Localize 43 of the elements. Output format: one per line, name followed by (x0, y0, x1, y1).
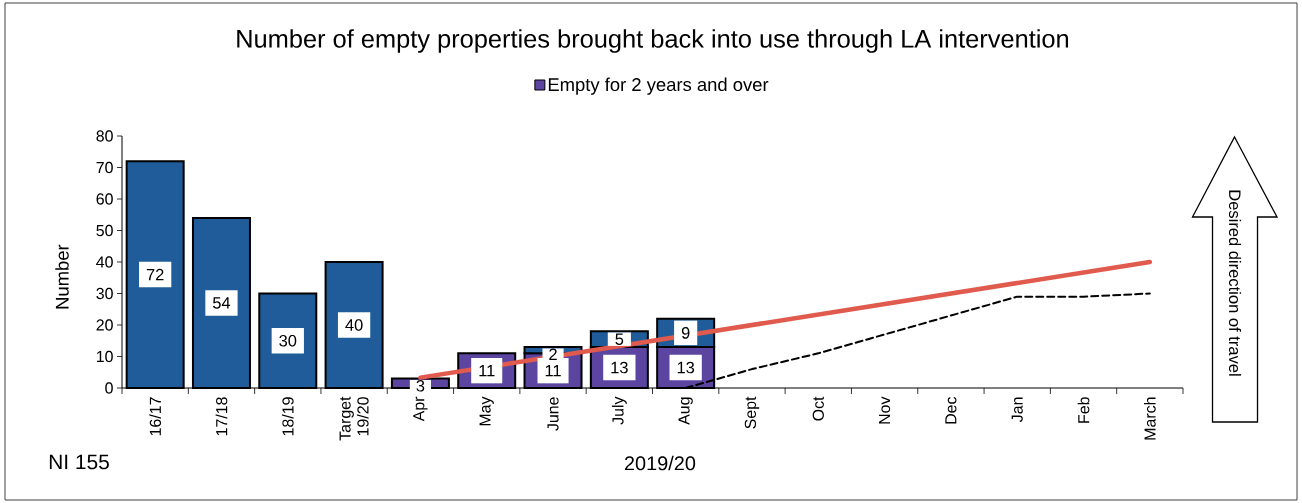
y-tick-label: 60 (96, 193, 113, 205)
x-tick-label: 16/17 (149, 397, 162, 436)
y-axis-title: Number (55, 244, 69, 309)
data-label: 3 (416, 379, 425, 392)
text: Desired direction of travel (1228, 190, 1242, 376)
x-tick-label: May (479, 396, 494, 426)
y-tick-label: 70 (96, 161, 113, 174)
chart-title: Number of empty properties brought back into use through LA intervention (237, 29, 1069, 53)
x-tick-label: Oct (812, 396, 824, 421)
x-tick-label: Jan (1011, 397, 1023, 422)
x-tick-label: Sept (744, 396, 760, 429)
data-label: 13 (677, 361, 695, 374)
x-tick-label: March (1144, 397, 1156, 440)
data-label: 54 (212, 297, 231, 309)
data-label: 5 (615, 333, 624, 345)
legend-label: Empty for 2 years and over (548, 77, 769, 95)
x-tick-label: Nov (879, 396, 891, 424)
y-tick-label: 0 (105, 382, 113, 394)
data-label: 13 (611, 361, 628, 374)
y-tick-label: 10 (96, 350, 113, 363)
y-tick-label: 30 (96, 287, 113, 300)
y-tick-label: 20 (96, 319, 113, 331)
data-label: 9 (681, 327, 690, 339)
y-tick-label: 40 (96, 256, 113, 268)
y-tick-label: 50 (96, 224, 113, 237)
x-tick-label: Target 19/20 (339, 396, 369, 441)
data-label: 11 (479, 365, 495, 377)
x-tick-label: Aug (678, 397, 693, 425)
data-label: 40 (345, 319, 363, 331)
x-axis-title: 2019/20 (624, 455, 696, 471)
x-tick-label: June (547, 397, 559, 431)
x-tick-label: 18/19 (281, 397, 294, 436)
x-tick-label: 17/18 (215, 397, 228, 436)
data-label: 72 (146, 268, 164, 281)
x-tick-label: Apr (413, 396, 428, 422)
text: NI 155 (49, 454, 109, 470)
x-tick-label: Dec (945, 396, 957, 424)
data-label: 30 (279, 334, 297, 347)
x-tick-label: Feb (1077, 397, 1090, 423)
y-tick-label: 80 (96, 130, 113, 142)
data-label: 2 (549, 348, 557, 360)
data-label: 11 (545, 365, 561, 377)
x-tick-label: July (611, 396, 627, 425)
